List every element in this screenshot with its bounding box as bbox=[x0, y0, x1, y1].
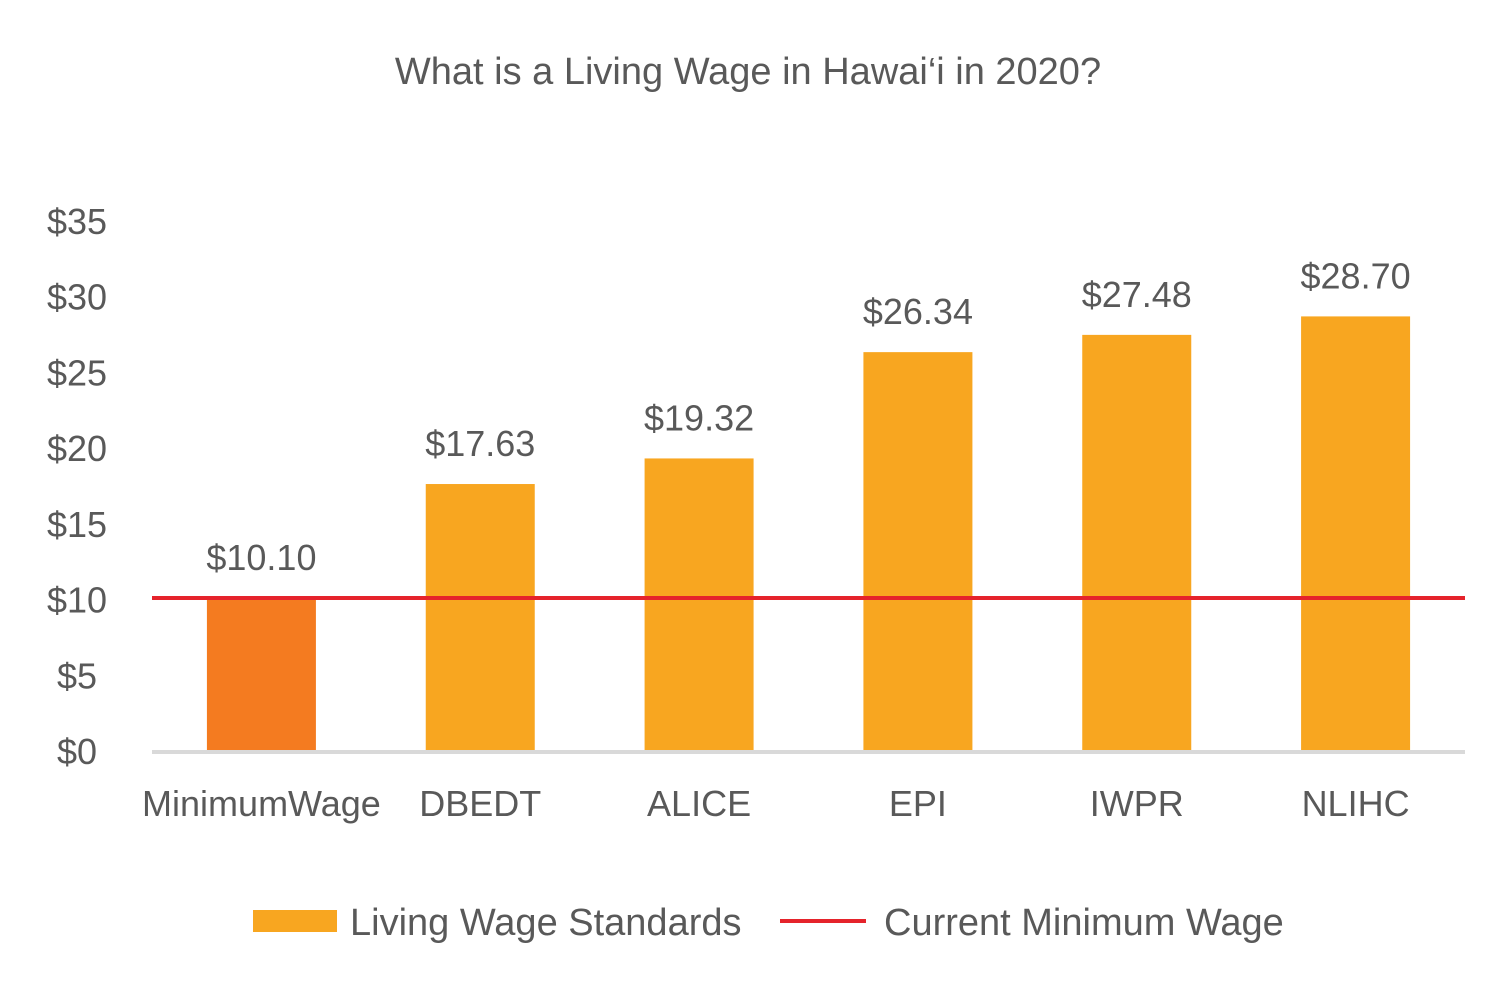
y-tick-label: $30 bbox=[47, 277, 107, 318]
y-axis: $0 $5 $10 $15 $20 $25 $30 $35 bbox=[47, 201, 107, 772]
x-tick-label-epi: EPI bbox=[889, 783, 947, 824]
x-tick-label-minimumwage: MinimumWage bbox=[142, 783, 381, 824]
x-tick-label-dbedt: DBEDT bbox=[419, 783, 541, 824]
chart-title: What is a Living Wage in Hawai‘i in 2020… bbox=[395, 51, 1101, 93]
x-tick-label-iwpr: IWPR bbox=[1090, 783, 1184, 824]
y-tick-label: $0 bbox=[57, 731, 97, 772]
bar-iwpr bbox=[1082, 334, 1192, 751]
legend-swatch-living-wage bbox=[253, 910, 337, 932]
legend-label-living-wage: Living Wage Standards bbox=[350, 902, 742, 944]
data-label-iwpr: $27.48 bbox=[1082, 274, 1192, 315]
x-tick-label-alice: ALICE bbox=[647, 783, 751, 824]
y-tick-label: $10 bbox=[47, 580, 107, 621]
data-label-minimumwage: $10.10 bbox=[206, 537, 316, 578]
y-tick-label: $35 bbox=[47, 201, 107, 242]
y-tick-label: $25 bbox=[47, 352, 107, 393]
y-tick-label: $20 bbox=[47, 428, 107, 469]
data-label-nlihc: $28.70 bbox=[1301, 255, 1411, 296]
x-tick-label-nlihc: NLIHC bbox=[1302, 783, 1410, 824]
bar-nlihc bbox=[1301, 316, 1411, 751]
bar-series bbox=[206, 316, 1411, 751]
bar-minimumwage bbox=[206, 598, 316, 751]
bar-alice bbox=[644, 458, 754, 751]
bar-epi bbox=[863, 352, 973, 751]
data-label-alice: $19.32 bbox=[644, 397, 754, 438]
bar-dbedt bbox=[425, 484, 535, 751]
data-label-epi: $26.34 bbox=[863, 291, 973, 332]
legend: Living Wage Standards Current Minimum Wa… bbox=[253, 902, 1284, 944]
x-axis: MinimumWage DBEDT ALICE EPI IWPR NLIHC bbox=[142, 783, 1410, 824]
legend-label-minimum-wage: Current Minimum Wage bbox=[884, 902, 1284, 944]
y-tick-label: $5 bbox=[57, 655, 97, 696]
data-label-dbedt: $17.63 bbox=[425, 423, 535, 464]
data-labels: $10.10 $17.63 $19.32 $26.34 $27.48 $28.70 bbox=[206, 255, 1410, 578]
y-tick-label: $15 bbox=[47, 504, 107, 545]
